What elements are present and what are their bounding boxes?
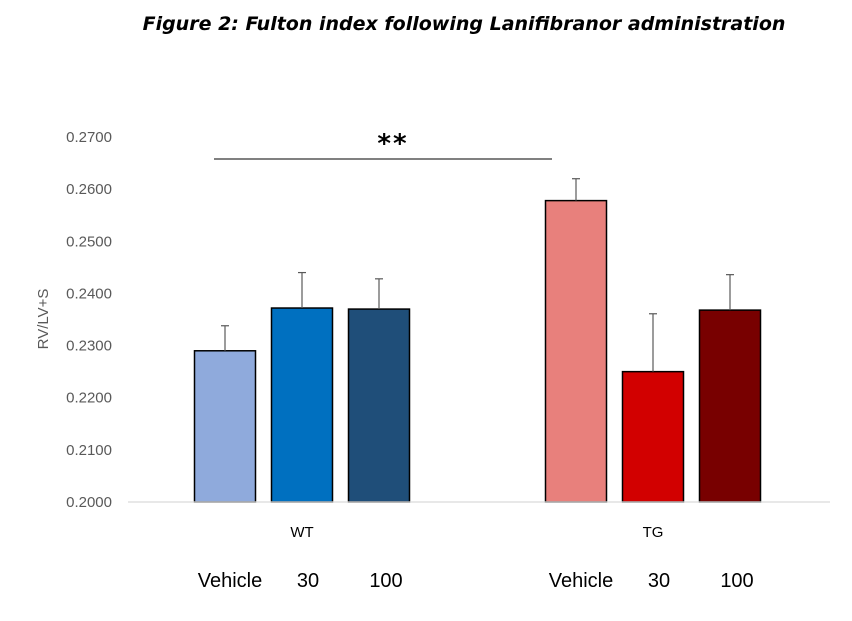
y-tick-label: 0.2000 xyxy=(66,494,112,511)
bar-wt-vehicle xyxy=(193,350,257,503)
bar-tg-30 xyxy=(621,370,685,503)
error-bars xyxy=(221,178,734,372)
y-tick-label: 0.2700 xyxy=(66,129,112,146)
group-label-wt: WT xyxy=(290,524,313,541)
dose-label: Vehicle xyxy=(549,570,614,592)
dose-label: 30 xyxy=(297,570,319,592)
y-axis-ticks: 0.2000 0.2100 0.2200 0.2300 0.2400 0.2500 0.26… xyxy=(66,129,112,511)
y-tick-label: 0.2100 xyxy=(66,442,112,459)
bar-wt-100 xyxy=(347,308,411,503)
dose-label: 100 xyxy=(720,570,753,592)
y-tick-label: 0.2600 xyxy=(66,181,112,198)
bar-tg-vehicle xyxy=(544,199,608,503)
y-tick-label: 0.2300 xyxy=(66,338,112,355)
bar-wt-30 xyxy=(270,307,334,503)
bar-series xyxy=(193,199,762,503)
dose-label: 30 xyxy=(648,570,670,592)
y-tick-label: 0.2400 xyxy=(66,285,112,302)
group-labels: WT TG xyxy=(290,524,663,541)
bar-tg-100 xyxy=(698,309,762,503)
significance-marker: ** xyxy=(377,129,408,159)
chart-title: Figure 2: Fulton index following Lanifib… xyxy=(143,13,786,35)
y-tick-label: 0.2500 xyxy=(66,233,112,250)
dose-labels: Vehicle 30 100 Vehicle 30 100 xyxy=(198,570,754,592)
y-tick-label: 0.2200 xyxy=(66,390,112,407)
dose-label: 100 xyxy=(369,570,402,592)
dose-label: Vehicle xyxy=(198,570,263,592)
y-axis-label: RV/LV+S xyxy=(35,289,52,350)
group-label-tg: TG xyxy=(643,524,664,541)
